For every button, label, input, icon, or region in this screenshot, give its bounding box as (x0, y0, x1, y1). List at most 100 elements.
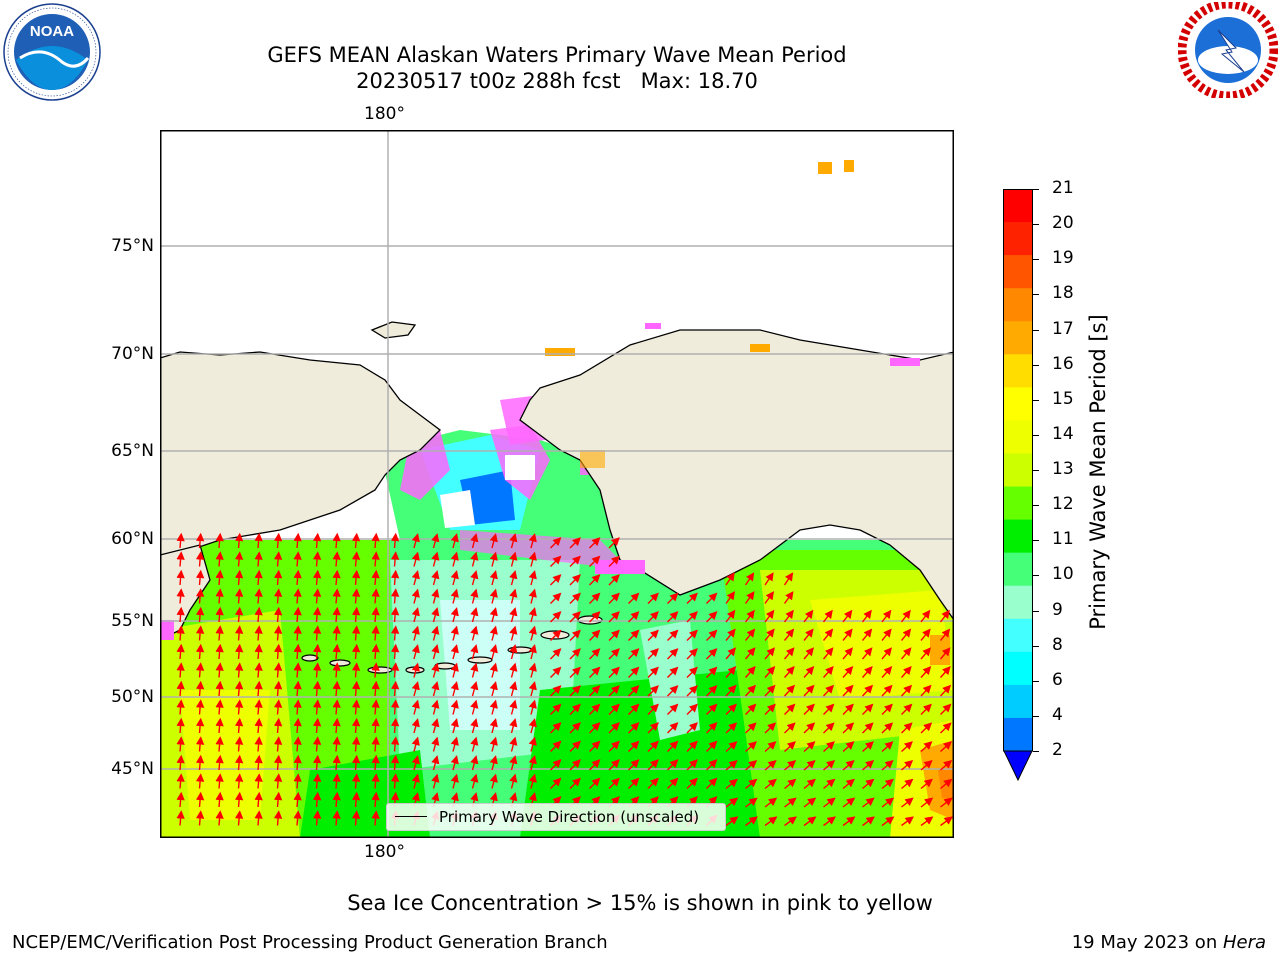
wave-direction-arrow (745, 797, 758, 808)
wave-direction-arrow (528, 588, 537, 604)
wave-direction-arrow (234, 717, 244, 734)
colorbar-tick-mark (1033, 294, 1039, 296)
colorbar-tick-mark (1033, 224, 1039, 226)
wave-direction-arrow (667, 740, 679, 752)
wave-direction-arrow (470, 699, 479, 715)
wave-direction-arrow (628, 611, 640, 623)
wave-direction-arrow (215, 717, 224, 734)
colorbar-cell (1003, 651, 1033, 686)
wave-direction-arrow (842, 816, 856, 827)
wave-direction-arrow (390, 606, 400, 623)
wave-direction-arrow (509, 588, 518, 604)
wave-direction-arrow (470, 662, 479, 678)
wave-direction-arrow (608, 537, 620, 549)
wave-direction-arrow (628, 685, 640, 697)
wave-direction-arrow (608, 648, 620, 660)
wave-direction-arrow (176, 754, 185, 771)
wave-direction-arrow (900, 628, 912, 641)
wave-direction-arrow (608, 592, 620, 604)
wave-direction-arrow (784, 741, 796, 753)
wave-direction-arrow (822, 628, 834, 641)
wave-direction-arrow (823, 741, 835, 753)
legend-line-swatch (395, 816, 427, 817)
wave-direction-arrow (628, 629, 640, 641)
wave-direction-arrow (254, 643, 263, 660)
wave-direction-arrow (411, 570, 420, 586)
wave-direction-arrow (725, 797, 739, 808)
wave-direction-arrow (411, 551, 420, 567)
wave-direction-arrow (901, 816, 914, 827)
wave-direction-arrow (901, 797, 914, 808)
wave-direction-arrow (273, 680, 283, 697)
wave-direction-arrow (195, 680, 205, 697)
wave-direction-arrow (862, 797, 875, 808)
wave-direction-arrow (842, 778, 855, 790)
wave-direction-arrow (312, 662, 322, 678)
wave-direction-arrow (470, 736, 479, 752)
wave-direction-arrow (861, 628, 873, 641)
wave-direction-arrow (431, 588, 440, 604)
wave-direction-arrow (509, 551, 518, 567)
wave-direction-arrow (706, 648, 718, 660)
wave-direction-arrow (569, 537, 581, 549)
wave-direction-arrow (450, 662, 459, 678)
wave-direction-arrow (431, 644, 440, 660)
wave-direction-arrow (940, 797, 953, 808)
wave-direction-arrow (312, 532, 322, 549)
wave-direction-arrow (920, 609, 931, 623)
wave-direction-arrow (195, 699, 205, 715)
wave-direction-arrow (861, 647, 873, 660)
wave-direction-arrow (569, 666, 581, 678)
wave-direction-arrow (647, 722, 659, 734)
wave-direction-arrow (862, 741, 874, 753)
wave-direction-arrow (608, 611, 620, 623)
wave-direction-arrow (351, 717, 361, 734)
wave-direction-arrow (784, 703, 796, 715)
wave-direction-arrow (608, 703, 620, 715)
wave-direction-arrow (489, 533, 498, 549)
wave-direction-arrow (550, 629, 562, 641)
wave-direction-arrow (390, 551, 400, 567)
map-title: GEFS MEAN Alaskan Waters Primary Wave Me… (267, 43, 847, 67)
wave-direction-arrow (195, 736, 205, 752)
wave-direction-arrow (528, 718, 537, 734)
wave-direction-arrow (351, 810, 361, 826)
wave-direction-arrow (784, 722, 796, 734)
wave-direction-arrow (254, 606, 263, 623)
wave-direction-arrow (176, 588, 185, 604)
wave-direction-arrow (215, 551, 224, 567)
colorbar-cell (1003, 519, 1033, 554)
wave-direction-arrow (351, 773, 361, 789)
wave-direction-arrow (293, 625, 302, 641)
wave-direction-arrow (744, 684, 757, 697)
wave-direction-arrow (550, 722, 562, 734)
wave-direction-arrow (215, 699, 224, 715)
wave-direction-arrow (842, 647, 854, 660)
wave-direction-arrow (390, 736, 400, 752)
wave-direction-arrow (411, 755, 420, 771)
wave-direction-arrow (528, 755, 537, 771)
wave-direction-arrow (234, 736, 244, 752)
wave-direction-arrow (450, 551, 459, 567)
wave-direction-arrow (351, 551, 361, 567)
wave-direction-arrow (764, 666, 776, 678)
wave-direction-arrow (215, 736, 224, 752)
lat-label-70: 70°N (111, 344, 154, 364)
wave-direction-arrow (254, 569, 263, 586)
wave-direction-arrow (744, 628, 756, 641)
map-border (160, 130, 954, 838)
wave-direction-arrow (569, 703, 581, 715)
wave-direction-arrow (783, 591, 794, 604)
wave-direction-arrow (725, 647, 737, 660)
wave-direction-arrow (509, 625, 518, 641)
wave-direction-arrow (176, 532, 185, 549)
wave-direction-arrow (489, 570, 498, 586)
wave-direction-arrow (234, 791, 244, 808)
wave-direction-arrow (176, 625, 185, 641)
wave-direction-arrow (411, 625, 420, 641)
wave-direction-arrow (351, 736, 361, 752)
wave-direction-arrow (293, 532, 302, 549)
wave-direction-arrow (667, 685, 679, 697)
wave-direction-arrow (569, 759, 581, 771)
wave-direction-arrow (745, 741, 757, 753)
